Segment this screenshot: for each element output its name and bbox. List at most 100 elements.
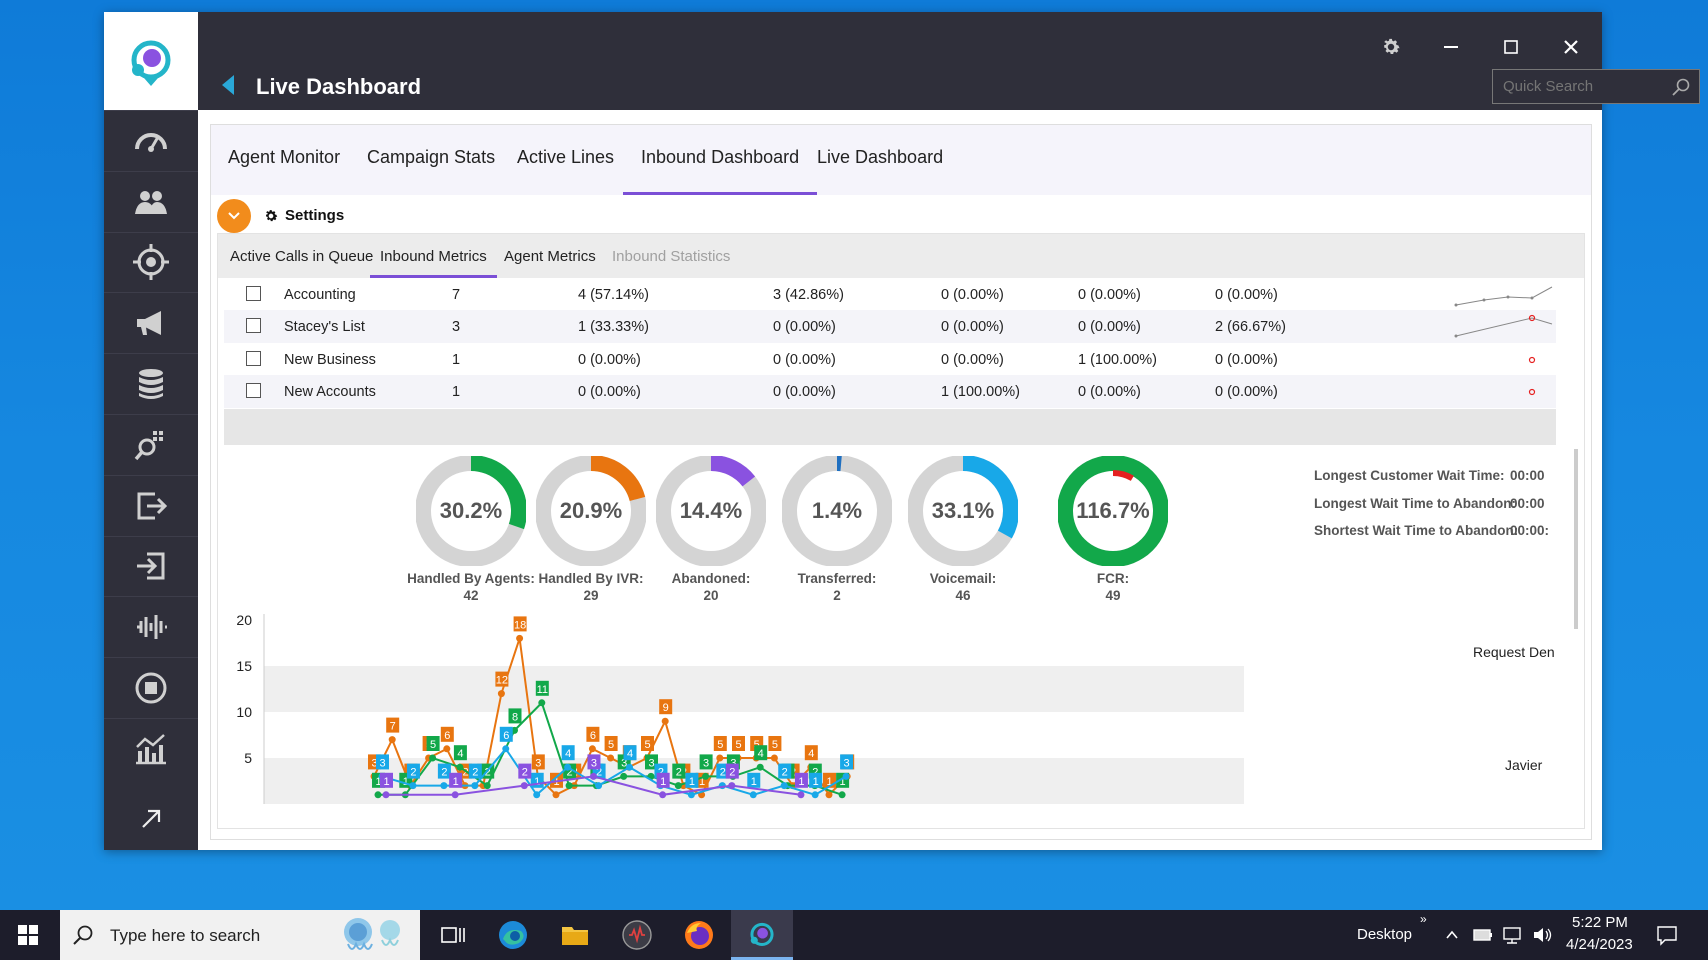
- sidebar-item-waveform[interactable]: [104, 596, 198, 657]
- data-point[interactable]: [811, 791, 819, 799]
- data-point[interactable]: [728, 782, 736, 790]
- row-checkbox[interactable]: [246, 382, 261, 398]
- data-point[interactable]: [538, 699, 546, 707]
- data-point[interactable]: [564, 763, 572, 771]
- toolbar-overflow-icon[interactable]: »: [1420, 912, 1427, 926]
- tab-active-lines[interactable]: Active Lines: [517, 147, 615, 167]
- data-point[interactable]: [429, 754, 437, 762]
- data-point[interactable]: [626, 763, 634, 771]
- tab-agent-monitor[interactable]: Agent Monitor: [228, 147, 341, 167]
- sidebar-item-target[interactable]: [104, 231, 198, 293]
- expand-sidebar-button[interactable]: [104, 794, 198, 844]
- data-point[interactable]: [838, 791, 846, 799]
- data-point[interactable]: [595, 782, 603, 790]
- data-point[interactable]: [770, 754, 778, 762]
- table-row[interactable]: Stacey's List 3 1 (33.33%) 0 (0.00%) 0 (0.00…: [224, 310, 1556, 344]
- taskbar-search-box[interactable]: Type here to search: [60, 910, 420, 960]
- data-point[interactable]: [780, 782, 788, 790]
- row-checkbox[interactable]: [246, 318, 261, 334]
- clock-time[interactable]: 5:22 PM: [1572, 914, 1628, 931]
- data-point[interactable]: [382, 791, 390, 799]
- tab-campaign-stats[interactable]: Campaign Stats: [367, 147, 496, 167]
- data-point[interactable]: [565, 782, 573, 790]
- data-point[interactable]: [588, 745, 596, 753]
- data-point[interactable]: [483, 782, 491, 790]
- subtab-agent-metrics[interactable]: Agent Metrics: [504, 248, 596, 265]
- data-point[interactable]: [620, 772, 628, 780]
- app-logo[interactable]: [104, 12, 198, 110]
- data-point[interactable]: [520, 782, 528, 790]
- settings-gear-button[interactable]: [1378, 34, 1404, 60]
- active-app-taskbar-button[interactable]: [731, 910, 793, 960]
- data-point[interactable]: [659, 791, 667, 799]
- search-icon[interactable]: [1671, 77, 1691, 97]
- data-point[interactable]: [374, 791, 382, 799]
- data-point[interactable]: [552, 791, 560, 799]
- firefox-icon[interactable]: [683, 919, 715, 951]
- row-checkbox[interactable]: [246, 286, 261, 301]
- data-point[interactable]: [661, 717, 669, 725]
- data-point[interactable]: [702, 772, 710, 780]
- table-row[interactable]: New Business 1 0 (0.00%) 0 (0.00%) 0 (0.00%)…: [224, 343, 1556, 376]
- sidebar-item-search-analytics[interactable]: [104, 413, 198, 475]
- data-point[interactable]: [440, 782, 448, 790]
- clock-date[interactable]: 4/24/2023: [1566, 936, 1633, 953]
- data-point[interactable]: [749, 791, 757, 799]
- data-point[interactable]: [589, 772, 597, 780]
- data-point[interactable]: [674, 782, 682, 790]
- close-button[interactable]: [1558, 34, 1584, 60]
- volume-icon[interactable]: [1532, 925, 1554, 945]
- sidebar-item-speedometer[interactable]: [104, 110, 198, 171]
- data-point[interactable]: [456, 763, 464, 771]
- data-point[interactable]: [607, 754, 615, 762]
- quick-search-input[interactable]: [1493, 70, 1699, 103]
- network-icon[interactable]: [1502, 925, 1524, 945]
- windows-start-icon[interactable]: [18, 925, 38, 945]
- cell-c4: 0 (0.00%): [1078, 287, 1141, 303]
- data-point[interactable]: [451, 791, 459, 799]
- sidebar-item-users[interactable]: [104, 170, 198, 232]
- sidebar-item-stop-circle[interactable]: [104, 657, 198, 718]
- data-point[interactable]: [756, 763, 764, 771]
- sidebar-item-megaphone[interactable]: [104, 292, 198, 353]
- data-point[interactable]: [797, 791, 805, 799]
- data-point[interactable]: [825, 791, 833, 799]
- minimize-button[interactable]: [1438, 34, 1464, 60]
- battery-icon[interactable]: [1472, 925, 1494, 945]
- tab-inbound-dashboard[interactable]: Inbound Dashboard: [623, 147, 818, 195]
- data-point[interactable]: [471, 782, 479, 790]
- row-checkbox[interactable]: [246, 350, 261, 366]
- data-point[interactable]: [409, 782, 417, 790]
- file-explorer-icon[interactable]: [559, 919, 591, 951]
- data-point[interactable]: [502, 745, 510, 753]
- settings-label[interactable]: Settings: [263, 207, 344, 224]
- sidebar-item-import[interactable]: [104, 535, 198, 597]
- chevron-up-icon[interactable]: [1444, 927, 1460, 943]
- task-view-icon[interactable]: [436, 919, 468, 951]
- data-point[interactable]: [687, 791, 695, 799]
- data-point[interactable]: [533, 791, 541, 799]
- maximize-button[interactable]: [1498, 34, 1524, 60]
- subtab-inbound-metrics[interactable]: Inbound Metrics: [370, 248, 497, 278]
- back-arrow-icon[interactable]: [222, 75, 234, 95]
- settings-toggle-button[interactable]: [217, 199, 251, 233]
- audio-app-icon[interactable]: [621, 919, 653, 951]
- data-point[interactable]: [842, 772, 850, 780]
- sidebar-item-database[interactable]: [104, 353, 198, 414]
- sidebar-item-chart[interactable]: [104, 717, 198, 779]
- table-row[interactable]: New Accounts 1 0 (0.00%) 0 (0.00%) 1 (100.00…: [224, 374, 1556, 408]
- data-point[interactable]: [388, 736, 396, 744]
- notifications-icon[interactable]: [1656, 924, 1678, 946]
- data-point[interactable]: [497, 690, 505, 698]
- data-label-box: [656, 772, 670, 788]
- desktop-toolbar-label[interactable]: Desktop: [1357, 926, 1413, 943]
- data-point[interactable]: [443, 745, 451, 753]
- subtab-active-calls[interactable]: Active Calls in Queue: [230, 248, 374, 265]
- vertical-scrollbar[interactable]: [1574, 449, 1578, 629]
- tab-live-dashboard[interactable]: Live Dashboard: [817, 147, 944, 167]
- data-point[interactable]: [716, 754, 724, 762]
- table-row[interactable]: Accounting 7 4 (57.14%) 3 (42.86%) 0 (0.00%)…: [224, 278, 1556, 311]
- sidebar-item-export[interactable]: [104, 474, 198, 536]
- data-point[interactable]: [516, 634, 524, 642]
- edge-browser-icon[interactable]: [497, 919, 529, 951]
